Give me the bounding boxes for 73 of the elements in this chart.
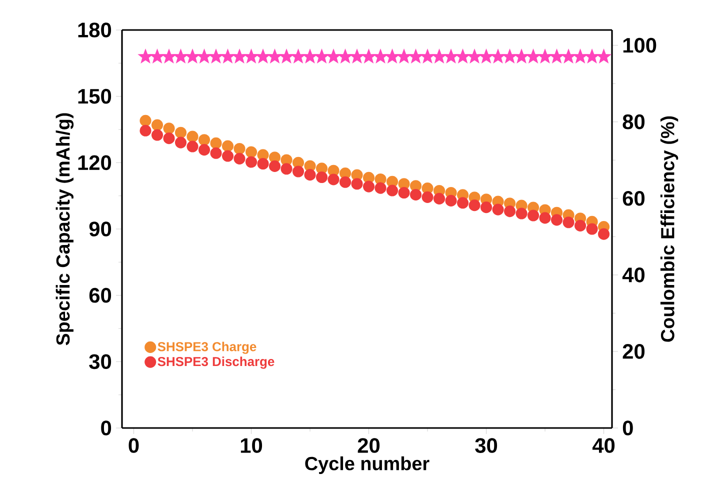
point [456, 197, 469, 209]
point [316, 171, 328, 184]
y-tick-label: 180 [78, 22, 112, 38]
x-tick-label: 10 [240, 438, 262, 453]
y-tick-label: 0 [101, 420, 112, 436]
point [210, 137, 222, 149]
point [480, 202, 492, 214]
point [151, 119, 164, 131]
point [492, 204, 504, 216]
point [174, 126, 187, 138]
point [304, 169, 316, 181]
point [339, 176, 352, 188]
point [562, 216, 574, 228]
point [410, 188, 422, 201]
y2-tick-label: 20 [622, 344, 645, 359]
point [140, 124, 152, 136]
point [245, 156, 258, 168]
y2-tick-label: 40 [622, 268, 645, 282]
point [234, 152, 246, 164]
point [516, 208, 528, 220]
x-axis-title: Cycle number [305, 456, 430, 474]
x-tick-label: 0 [128, 438, 139, 453]
y-tick-label: 60 [89, 288, 112, 303]
point [280, 163, 292, 175]
point [527, 210, 540, 222]
y-tick-label: 90 [89, 222, 112, 236]
x-tick-label: 30 [475, 438, 498, 453]
point [245, 146, 258, 158]
x-tick-label: 20 [358, 438, 380, 453]
point [151, 129, 164, 141]
point [445, 194, 457, 206]
point [422, 191, 434, 203]
point [163, 132, 175, 144]
y-axis-title: Specific Capacity (mAh/g) [56, 113, 74, 346]
point [268, 160, 281, 172]
point [539, 212, 551, 224]
point [504, 206, 516, 218]
y-tick-label: 30 [89, 354, 112, 370]
y2-axis-title: Coulombic Efficiency (%) [660, 116, 678, 342]
point [468, 200, 480, 212]
point [222, 140, 234, 152]
point [186, 140, 198, 152]
point [351, 178, 363, 190]
point [433, 192, 446, 204]
point [386, 184, 398, 196]
point [292, 166, 304, 178]
point [210, 147, 222, 159]
point [257, 158, 269, 170]
point [198, 134, 210, 146]
y2-tick-label: 80 [622, 114, 645, 130]
legend-label: SHSPE3 Discharge [158, 356, 274, 369]
point [598, 228, 610, 240]
y2-tick-label: 0 [622, 420, 633, 436]
y2-tick-label: 60 [622, 190, 645, 206]
point [398, 186, 410, 199]
y-tick-label: 150 [78, 88, 112, 104]
point [328, 174, 340, 186]
point [140, 114, 152, 126]
point [222, 150, 234, 162]
point [586, 223, 598, 235]
point [362, 180, 375, 192]
point [174, 136, 187, 148]
point [198, 144, 210, 156]
x-tick-label: 40 [592, 438, 615, 453]
point [550, 214, 563, 226]
point [374, 182, 386, 194]
point [186, 130, 198, 142]
point [234, 142, 246, 155]
legend-label: SHSPE3 Charge [158, 342, 256, 354]
point [574, 220, 586, 232]
point [163, 122, 175, 134]
y-tick-label: 120 [78, 155, 112, 170]
y2-tick-label: 100 [623, 38, 656, 53]
